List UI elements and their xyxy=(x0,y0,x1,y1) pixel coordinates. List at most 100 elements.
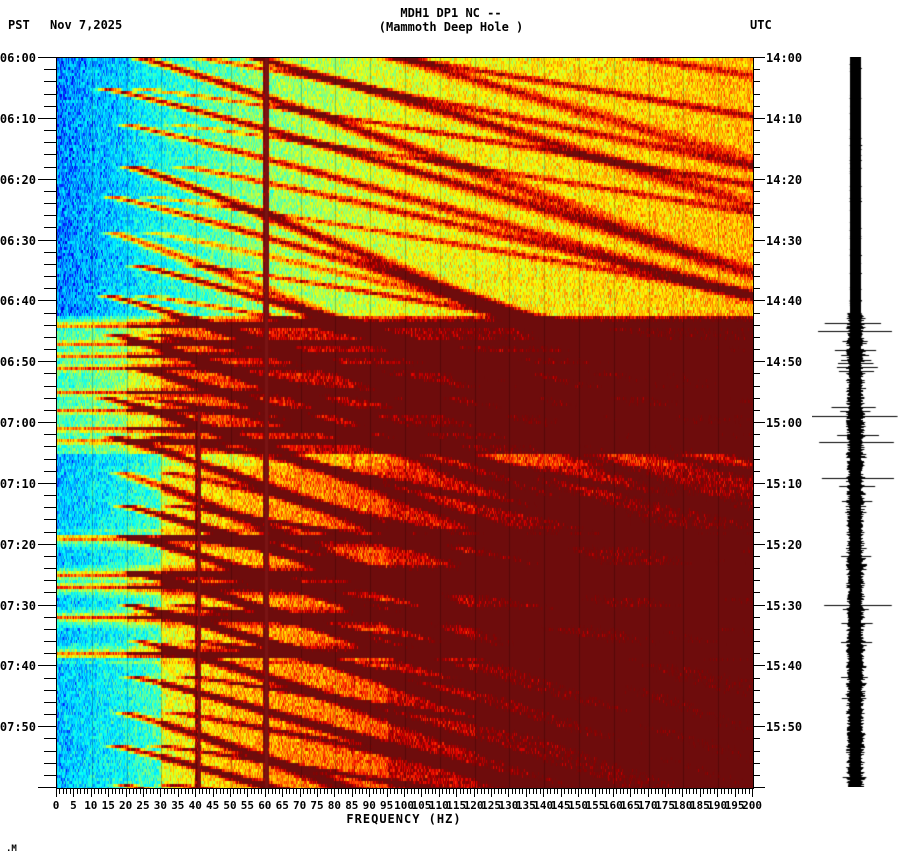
y-axis-label-utc: 15:10 xyxy=(766,477,803,491)
y-axis-minor-tick-utc xyxy=(753,714,760,715)
y-axis-minor-tick xyxy=(44,167,56,168)
x-axis-minor-tick xyxy=(655,788,656,794)
timezone-label-right: UTC xyxy=(750,18,772,32)
y-axis-minor-tick xyxy=(44,313,56,314)
x-axis-major-tick xyxy=(595,788,596,797)
spectrogram-plot[interactable] xyxy=(56,57,754,789)
x-axis-label: 35 xyxy=(171,799,185,812)
y-axis-minor-tick xyxy=(44,288,56,289)
x-axis-minor-tick xyxy=(254,788,255,794)
x-axis-minor-tick xyxy=(662,788,663,794)
x-axis-label: 0 xyxy=(52,799,60,812)
x-axis-minor-tick xyxy=(296,788,297,794)
x-axis-minor-tick xyxy=(585,788,586,794)
x-axis-major-tick xyxy=(561,788,562,797)
x-axis-minor-tick xyxy=(749,788,750,794)
y-axis-minor-tick-utc xyxy=(753,203,760,204)
x-axis-major-tick xyxy=(160,788,161,797)
y-axis-minor-tick xyxy=(44,398,56,399)
x-axis-major-tick xyxy=(613,788,614,797)
y-axis-minor-tick xyxy=(44,641,56,642)
x-axis-minor-tick xyxy=(724,788,725,794)
x-axis-minor-tick xyxy=(303,788,304,794)
y-axis-minor-tick-utc xyxy=(753,288,760,289)
x-axis-minor-tick xyxy=(279,788,280,794)
x-axis-minor-tick xyxy=(394,788,395,794)
x-axis-minor-tick xyxy=(488,788,489,794)
x-axis-minor-tick xyxy=(251,788,252,794)
y-axis-label-pst: 06:10 xyxy=(0,112,36,126)
x-axis-minor-tick xyxy=(557,788,558,794)
y-axis-minor-tick-utc xyxy=(753,337,760,338)
x-axis-major-tick xyxy=(543,788,544,797)
y-axis-minor-tick xyxy=(44,69,56,70)
x-axis-label: 165 xyxy=(620,799,641,812)
x-axis-minor-tick xyxy=(87,788,88,794)
x-axis-label: 105 xyxy=(411,799,432,812)
x-axis-minor-tick xyxy=(174,788,175,794)
x-axis-minor-tick xyxy=(616,788,617,794)
y-axis-minor-tick xyxy=(44,106,56,107)
x-axis-minor-tick xyxy=(672,788,673,794)
y-axis-minor-tick-utc xyxy=(753,629,760,630)
y-axis-major-tick-utc xyxy=(753,300,765,301)
x-axis-minor-tick xyxy=(150,788,151,794)
x-axis-minor-tick xyxy=(602,788,603,794)
y-axis-minor-tick-utc xyxy=(753,264,760,265)
x-axis-major-tick xyxy=(265,788,266,797)
y-axis-minor-tick-utc xyxy=(753,556,760,557)
y-axis-label-pst: 07:30 xyxy=(0,599,36,613)
y-axis-label-pst: 07:50 xyxy=(0,720,36,734)
y-axis-minor-tick-utc xyxy=(753,434,760,435)
x-axis-major-tick xyxy=(648,788,649,797)
y-axis-minor-tick xyxy=(44,714,56,715)
y-axis-minor-tick xyxy=(44,519,56,520)
x-axis-minor-tick xyxy=(119,788,120,794)
y-axis-minor-tick xyxy=(44,580,56,581)
x-axis-label: 125 xyxy=(481,799,501,812)
x-axis-minor-tick xyxy=(731,788,732,794)
x-axis-label: 175 xyxy=(655,799,675,812)
x-axis-label: 30 xyxy=(153,799,168,812)
seismogram-trace-canvas xyxy=(812,57,898,787)
y-axis-minor-tick-utc xyxy=(753,592,760,593)
x-axis-label: 25 xyxy=(136,799,150,812)
x-axis-minor-tick xyxy=(376,788,377,794)
y-axis-minor-tick xyxy=(44,653,56,654)
x-axis-minor-tick xyxy=(679,788,680,794)
x-axis-minor-tick xyxy=(453,788,454,794)
x-axis-minor-tick xyxy=(216,788,217,794)
x-axis-label: 55 xyxy=(240,799,255,812)
corner-artifact-mark: .M xyxy=(6,844,17,854)
x-axis-minor-tick xyxy=(637,788,638,794)
y-axis-minor-tick-utc xyxy=(753,252,760,253)
y-axis-major-tick-utc xyxy=(753,361,765,362)
y-axis-minor-tick xyxy=(44,678,56,679)
x-axis-minor-tick xyxy=(401,788,402,794)
y-axis-minor-tick xyxy=(44,94,56,95)
y-axis-minor-tick xyxy=(44,215,56,216)
x-axis-major-tick xyxy=(439,788,440,797)
x-axis-minor-tick xyxy=(519,788,520,794)
y-axis-minor-tick xyxy=(44,617,56,618)
x-axis-minor-tick xyxy=(94,788,95,794)
x-axis-minor-tick xyxy=(59,788,60,794)
y-axis-major-tick xyxy=(38,605,56,606)
y-axis-minor-tick xyxy=(44,568,56,569)
x-axis-label: 135 xyxy=(515,799,536,812)
y-axis-major-tick xyxy=(38,483,56,484)
x-axis-label: 20 xyxy=(119,799,133,812)
spectrogram-canvas xyxy=(57,58,753,788)
y-axis-label-utc: 15:00 xyxy=(766,416,803,430)
y-axis-major-tick-utc xyxy=(753,665,765,666)
x-axis-minor-tick xyxy=(307,788,308,794)
y-axis-minor-tick-utc xyxy=(753,191,760,192)
x-axis-minor-tick xyxy=(644,788,645,794)
y-axis-minor-tick-utc xyxy=(753,167,760,168)
y-axis-label-pst: 07:40 xyxy=(0,659,36,673)
x-axis-minor-tick xyxy=(564,788,565,794)
x-axis-minor-tick xyxy=(199,788,200,794)
y-axis-label-utc: 14:00 xyxy=(766,51,803,65)
x-axis-major-tick xyxy=(300,788,301,797)
x-axis-minor-tick xyxy=(98,788,99,794)
